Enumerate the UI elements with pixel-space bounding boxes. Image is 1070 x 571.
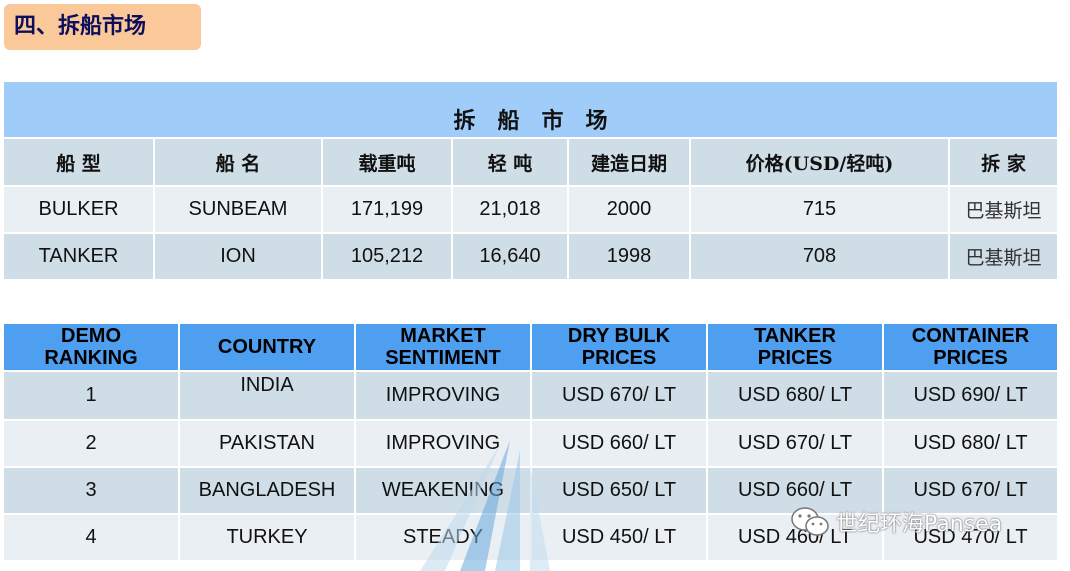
table-cell: USD 690/ LT bbox=[882, 370, 1059, 421]
demolition-table: 拆 船 市 场 船 型 船 名 载重吨 轻 吨 建造日期 价格(USD/轻吨) … bbox=[1, 80, 1060, 281]
table-cell: USD 660/ LT bbox=[530, 419, 708, 468]
table-cell: 1998 bbox=[567, 232, 691, 281]
table-cell: 2 bbox=[2, 419, 180, 468]
table-cell: USD 450/ LT bbox=[530, 513, 708, 562]
table-cell: 16,640 bbox=[451, 232, 569, 281]
table-cell: 105,212 bbox=[321, 232, 453, 281]
ship-logo-icon bbox=[420, 440, 550, 571]
table-cell: USD 670/ LT bbox=[530, 370, 708, 421]
table-cell: 2000 bbox=[567, 185, 691, 234]
table-row: TANKER ION 105,212 16,640 1998 708 巴基斯坦 bbox=[2, 232, 1060, 281]
table-caption: 拆 船 市 场 bbox=[1, 80, 1060, 139]
table-cell: 1 bbox=[2, 370, 180, 421]
table-cell: IMPROVING bbox=[354, 419, 532, 468]
table-cell: 4 bbox=[2, 513, 180, 562]
table-cell: 171,199 bbox=[321, 185, 453, 234]
table-cell: USD 670/ LT bbox=[882, 466, 1059, 515]
table-cell: 21,018 bbox=[451, 185, 569, 234]
table-cell: 708 bbox=[689, 232, 950, 281]
column-header-dry-bulk-prices: DRY BULK PRICES bbox=[530, 322, 708, 372]
table-cell: 巴基斯坦 bbox=[947, 232, 1060, 281]
column-header-container-prices: CONTAINER PRICES bbox=[882, 322, 1059, 372]
table-cell: TURKEY bbox=[178, 513, 356, 562]
watermark-text: 世纪环海Pansea bbox=[836, 512, 1003, 537]
column-header-demo-ranking: DEMO RANKING bbox=[2, 322, 180, 372]
table-cell: SUNBEAM bbox=[153, 185, 323, 234]
table-cell: IMPROVING bbox=[354, 370, 532, 421]
column-header: 价格(USD/轻吨) bbox=[689, 137, 950, 187]
table-cell: USD 670/ LT bbox=[706, 419, 884, 468]
table-cell: USD 680/ LT bbox=[706, 370, 884, 421]
table-cell: BULKER bbox=[2, 185, 155, 234]
column-header: 建造日期 bbox=[567, 137, 691, 187]
header-row: 船 型 船 名 载重吨 轻 吨 建造日期 价格(USD/轻吨) 拆 家 bbox=[2, 137, 1060, 187]
table-cell: USD 660/ LT bbox=[706, 466, 884, 515]
table-row: 2 PAKISTAN IMPROVING USD 660/ LT USD 670… bbox=[2, 419, 1059, 468]
table-cell: PAKISTAN bbox=[178, 419, 356, 468]
watermark: 世纪环海Pansea bbox=[790, 504, 1002, 540]
column-header: 船 名 bbox=[153, 137, 323, 187]
table-cell: 715 bbox=[689, 185, 950, 234]
table-cell: 3 bbox=[2, 466, 180, 515]
column-header-market-sentiment: MARKET SENTIMENT bbox=[354, 322, 532, 372]
column-header: 拆 家 bbox=[947, 137, 1060, 187]
column-header: 载重吨 bbox=[321, 137, 453, 187]
table-cell: BANGLADESH bbox=[178, 466, 356, 515]
table-row: 4 TURKEY STEADY USD 450/ LT USD 460/ LT … bbox=[2, 513, 1059, 562]
table-cell: ION bbox=[153, 232, 323, 281]
table-row: BULKER SUNBEAM 171,199 21,018 2000 715 巴… bbox=[2, 185, 1060, 234]
section-title: 四、拆船市场 bbox=[4, 4, 201, 50]
table-cell: USD 680/ LT bbox=[882, 419, 1059, 468]
table-cell: TANKER bbox=[2, 232, 155, 281]
table-row: 1 INDIA IMPROVING USD 670/ LT USD 680/ L… bbox=[2, 370, 1059, 421]
table-cell: USD 470/ LT bbox=[882, 513, 1059, 562]
ranking-table: DEMO RANKING COUNTRY MARKET SENTIMENT DRY … bbox=[2, 322, 1059, 562]
column-header: 船 型 bbox=[2, 137, 155, 187]
table-caption-row: 拆 船 市 场 bbox=[1, 80, 1060, 139]
wechat-icon bbox=[791, 507, 829, 536]
column-header-tanker-prices: TANKER PRICES bbox=[706, 322, 884, 372]
column-header-country: COUNTRY bbox=[178, 322, 356, 372]
header-row: DEMO RANKING COUNTRY MARKET SENTIMENT DRY … bbox=[2, 322, 1059, 372]
column-header: 轻 吨 bbox=[451, 137, 569, 187]
table-cell: 巴基斯坦 bbox=[947, 185, 1060, 234]
table-cell: INDIA bbox=[178, 370, 356, 421]
